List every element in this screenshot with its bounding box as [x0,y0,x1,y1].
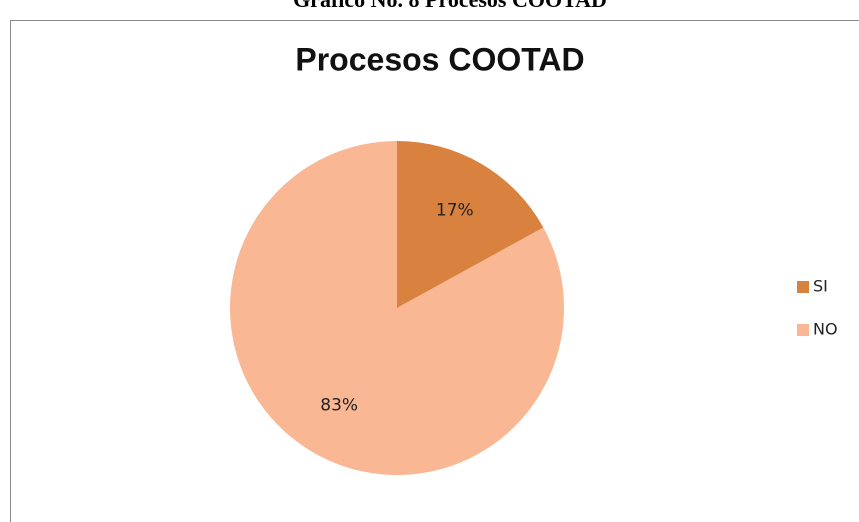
chart-title: Procesos COOTAD [295,41,584,77]
legend-swatch [797,324,809,336]
legend-label: NO [813,320,838,339]
data-label: 17% [436,200,474,220]
legend-label: SI [813,277,828,296]
data-label: 83% [320,396,358,416]
legend-swatch [797,281,809,293]
pie-slice [397,141,544,308]
caption: Gráfico No. 8 Procesos COOTAD [293,0,607,12]
pie-slice [230,141,564,475]
